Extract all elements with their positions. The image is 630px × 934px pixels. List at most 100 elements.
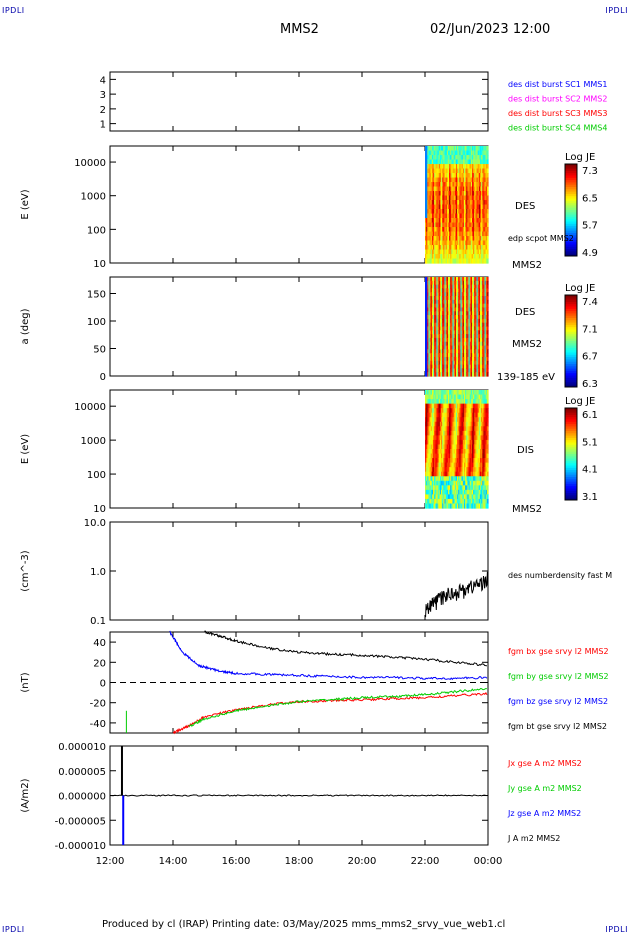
des_pitch-cell [431, 334, 434, 339]
des_pitch-cell [484, 326, 487, 331]
dis_energy-cell [466, 462, 468, 468]
des_energy-cell [431, 155, 434, 161]
des_pitch-cell [451, 341, 454, 347]
dis_energy-cell [442, 421, 444, 427]
des_energy-cell [454, 146, 457, 152]
dis_energy-cell [458, 498, 460, 505]
des_pitch-cell [460, 311, 463, 316]
des_pitch-cell [446, 326, 449, 331]
des_energy-cell [444, 182, 447, 188]
dis_energy-cell [473, 439, 475, 446]
des_pitch-cell [483, 311, 486, 316]
des_pitch-cell [483, 360, 486, 366]
des_energy-cell [435, 168, 438, 174]
des_pitch-cell [452, 284, 455, 290]
des_pitch-cell [439, 322, 442, 328]
des_energy-cell [436, 245, 439, 251]
des_pitch-cell [465, 341, 467, 347]
des_pitch-cell [485, 299, 488, 305]
des_energy-cell [430, 150, 433, 156]
des_energy-cell [437, 164, 440, 170]
des_pitch-cell [447, 341, 450, 347]
des_pitch-cell [485, 277, 488, 282]
des_pitch-cell [475, 307, 478, 312]
dis_energy-cell [471, 467, 474, 473]
des_energy-cell [441, 159, 443, 165]
des_energy-cell [479, 159, 482, 165]
des_energy-cell [451, 204, 454, 210]
des_energy-cell [437, 236, 440, 242]
des_pitch-cell [483, 326, 486, 331]
des_pitch-cell [457, 311, 459, 316]
dis_energy-cell [429, 498, 432, 505]
dis_energy-cell [429, 439, 432, 446]
dis_energy-cell [459, 426, 462, 432]
des_pitch-cell [426, 337, 428, 343]
des_pitch-cell [471, 277, 474, 282]
dis_energy-cell [441, 421, 443, 427]
dis_energy-cell [430, 453, 433, 459]
des_pitch-cell [447, 349, 450, 354]
des_energy-cell [442, 240, 444, 246]
current-ytick-label: -0.000005 [55, 816, 106, 827]
des_pitch-cell [458, 311, 460, 316]
des_pitch-cell [426, 318, 428, 324]
dis_energy-cell [450, 449, 452, 455]
des_energy-cell [478, 231, 481, 237]
des_energy-colorbar-band [565, 205, 577, 209]
des_pitch-cell [478, 356, 481, 362]
dis_energy-cell [443, 503, 446, 509]
dis_energy-cell [471, 403, 474, 409]
des_energy-cell [458, 213, 460, 219]
dis_energy-cell [477, 471, 480, 477]
dis_energy-cell [457, 503, 459, 509]
dis_energy-cell [485, 480, 488, 486]
des_pitch-cell [470, 330, 473, 335]
des_pitch-cell [475, 296, 478, 301]
dis_energy-cell [437, 444, 440, 450]
des_energy-cell [474, 213, 476, 219]
current-baseline [109, 794, 487, 797]
des_energy-cell [431, 231, 434, 237]
dis_energy-cell [468, 494, 471, 500]
des_energy-cell [443, 177, 446, 183]
des_energy-cell [445, 168, 448, 174]
des_pitch-cell [482, 364, 485, 369]
des_energy-cell [466, 218, 468, 224]
des_energy-cell [445, 150, 448, 156]
des_pitch-ytick-label: 0 [100, 372, 106, 383]
dis_energy-cell [465, 408, 467, 414]
des_energy-cell [442, 222, 444, 228]
des_pitch-cell [430, 364, 433, 369]
dis_energy-cell [433, 476, 435, 482]
des_energy-cell [425, 173, 427, 179]
des_pitch-cell [438, 364, 441, 369]
dis_energy-cell [461, 444, 464, 450]
des_energy-cell [483, 227, 486, 233]
des_pitch-cell [484, 299, 487, 305]
des_pitch-cell [459, 326, 462, 331]
des_pitch-cell [475, 299, 478, 305]
des_pitch-cell [466, 315, 468, 320]
des_energy-cell [426, 222, 428, 228]
dis_energy-cell [470, 403, 473, 409]
des_pitch-cell [479, 299, 482, 305]
dis_energy-cell [459, 494, 462, 500]
dis_energy-cell [443, 435, 446, 441]
dis_energy-cell [438, 449, 441, 455]
des_pitch-cell [430, 341, 433, 347]
dis_energy-cell [471, 503, 474, 509]
des_energy-cell [452, 159, 455, 165]
des_pitch-cell [446, 330, 449, 335]
des_pitch-cell [463, 372, 466, 377]
des_pitch-cell [457, 292, 459, 297]
des_pitch-cell [453, 349, 456, 354]
des_pitch-cell [444, 288, 447, 293]
des_pitch-ytick-label: 150 [87, 290, 106, 301]
dis_energy-cell [477, 449, 480, 455]
dis_energy-cell [439, 390, 442, 396]
des_energy-cell [462, 213, 465, 219]
des_pitch-cell [476, 353, 479, 358]
dis_energy-cell [475, 403, 478, 409]
dis_energy-cell [449, 421, 451, 427]
